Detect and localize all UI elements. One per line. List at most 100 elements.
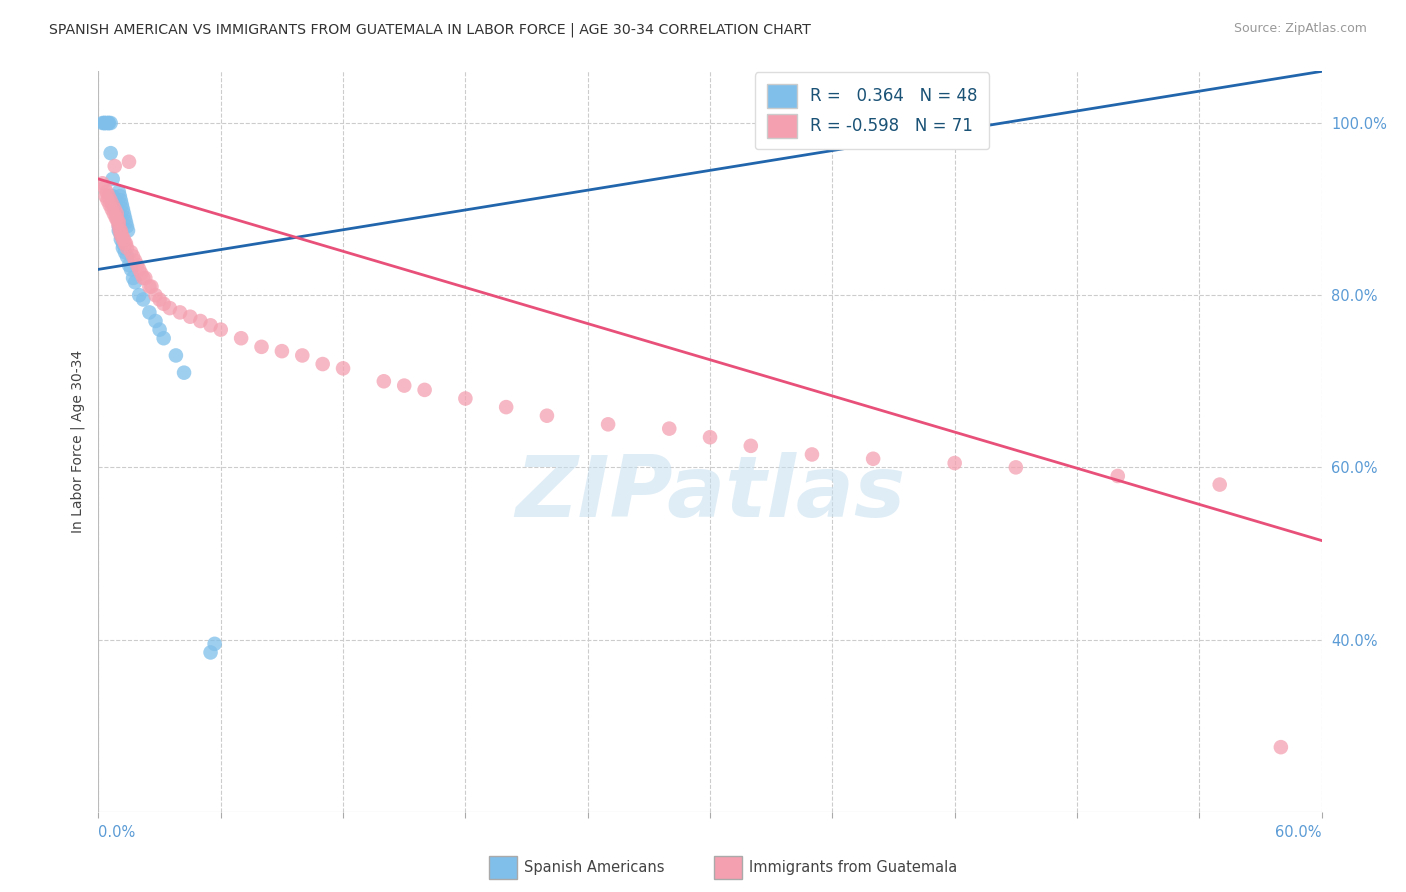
Point [115,215,138,229]
Point [96,185,118,199]
Point [108,219,131,234]
Point [100,116,122,130]
Point [108,185,131,199]
Point [1270,740,1292,755]
Point [392,378,416,392]
Point [91,116,114,130]
Point [332,361,354,376]
Point [101,172,124,186]
Point [943,456,966,470]
Point [108,219,131,234]
Point [117,224,139,238]
Point [101,189,124,203]
Point [270,344,294,359]
Point [108,215,131,229]
Point [862,451,884,466]
Point [250,340,273,354]
Point [104,198,127,212]
Point [312,357,335,371]
Point [91,176,114,190]
Point [105,211,128,225]
Point [1004,460,1026,475]
Point [291,348,314,362]
Point [132,271,155,285]
Point [101,198,124,212]
Point [209,323,232,337]
Point [128,262,150,277]
Point [93,116,115,130]
Point [120,245,142,260]
Point [152,297,174,311]
Point [111,198,134,212]
Point [413,383,436,397]
Point [97,116,120,130]
Point [149,323,172,337]
Point [138,305,160,319]
Point [104,202,127,216]
Point [118,154,141,169]
Point [96,116,118,130]
Point [169,305,191,319]
Point [179,310,201,324]
Point [128,288,150,302]
Point [134,271,156,285]
Point [93,116,115,130]
Point [111,236,134,251]
Text: 60.0%: 60.0% [1275,824,1322,839]
Point [105,206,128,220]
Point [141,279,163,293]
Point [231,331,253,345]
Point [97,194,120,208]
Point [145,288,167,302]
Point [159,301,181,315]
Point [111,232,134,246]
Point [120,262,142,277]
Point [108,224,131,238]
Point [108,215,131,229]
Point [111,227,134,242]
Point [103,206,125,220]
Point [200,318,222,333]
Point [115,236,138,251]
Point [94,189,117,203]
Point [740,439,762,453]
Point [98,198,121,212]
Point [93,180,115,194]
Point [204,637,226,651]
Point [105,206,128,220]
Point [188,314,212,328]
Point [658,422,681,436]
Point [132,293,155,307]
Point [112,206,135,220]
Point [110,227,132,242]
Point [97,189,120,203]
Point [145,314,167,328]
Point [699,430,721,444]
Point [536,409,558,423]
Point [114,211,136,225]
Point [115,249,138,264]
Point [111,202,134,216]
Point [104,211,127,225]
Point [1208,477,1232,491]
Point [373,374,395,388]
Point [112,232,135,246]
Text: ZIPatlas: ZIPatlas [515,452,905,535]
Point [100,202,122,216]
Point [104,159,127,173]
Point [104,194,127,208]
Point [110,232,132,246]
Point [110,224,132,238]
Point [110,227,132,242]
Point [115,219,138,234]
Text: Spanish Americans: Spanish Americans [524,861,665,875]
Point [118,258,141,272]
Point [114,236,136,251]
Point [1107,469,1129,483]
Text: Source: ZipAtlas.com: Source: ZipAtlas.com [1233,22,1367,36]
Point [124,253,146,268]
Point [122,271,145,285]
Point [122,249,145,264]
Text: 0.0%: 0.0% [98,824,135,839]
Point [454,392,477,406]
